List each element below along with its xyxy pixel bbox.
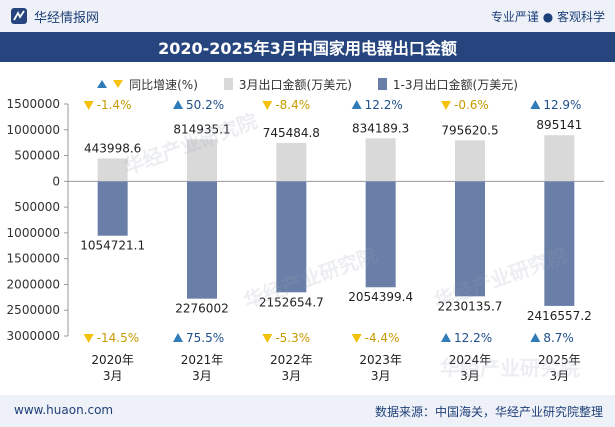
legend-march: 3月出口金额(万美元) — [223, 74, 352, 94]
bar-cumulative — [544, 181, 575, 306]
data-label-cumulative: 2230135.7 — [438, 299, 503, 313]
growth-label-march: 50.2% — [186, 98, 224, 112]
bar-march — [97, 158, 128, 182]
up-arrow-icon — [173, 100, 183, 109]
growth-label-cumulative: -5.3% — [275, 331, 310, 345]
growth-label-cumulative: 12.2% — [454, 331, 492, 345]
x-tick-label: 3月 — [550, 369, 570, 383]
y-tick-label: 1500000 — [7, 252, 60, 266]
x-tick-label: 2021年 — [181, 353, 224, 367]
down-arrow-icon — [351, 334, 362, 343]
x-tick-label: 3月 — [103, 369, 123, 383]
legend-cumulative-label: 1-3月出口金额(万美元) — [392, 77, 518, 92]
down-arrow-icon — [441, 101, 451, 110]
down-arrow-icon — [83, 334, 94, 343]
legend: 同比增速(%) 3月出口金额(万美元) 1-3月出口金额(万美元) — [0, 74, 615, 94]
down-arrow-icon — [262, 334, 273, 343]
growth-label-march: 12.2% — [365, 98, 403, 112]
data-label-cumulative: 1054721.1 — [80, 239, 145, 253]
y-tick-label: 1000000 — [7, 123, 60, 137]
growth-label-march: -1.4% — [97, 98, 132, 112]
brand-logo-icon — [11, 8, 27, 24]
up-arrow-icon — [441, 333, 451, 342]
legend-cumulative: 1-3月出口金额(万美元) — [377, 74, 518, 94]
brand-name: 华经情报网 — [34, 10, 100, 26]
down-arrow-icon — [83, 101, 94, 110]
y-tick-label: 500000 — [14, 200, 60, 214]
bar-march — [276, 142, 307, 182]
top-bar: 华经情报网 专业严谨 ● 客观科学 — [0, 0, 615, 32]
legend-march-swatch — [223, 78, 233, 90]
y-tick-label: 1500000 — [7, 97, 60, 111]
growth-label-march: -8.4% — [275, 98, 310, 112]
bar-cumulative — [97, 181, 128, 236]
bar-chart: 1500000 1000000 500000 0 500000 1000000 150000… — [7, 97, 604, 383]
bar-cumulative — [187, 181, 217, 299]
down-arrow-icon — [262, 101, 273, 110]
growth-label-march: 12.9% — [543, 98, 581, 112]
bar-march — [455, 140, 485, 182]
x-tick-label: 3月 — [371, 369, 391, 383]
down-triangle-icon — [113, 80, 124, 88]
y-tick-label: 2000000 — [7, 277, 60, 291]
x-tick-label: 3月 — [282, 369, 302, 383]
data-label-march: 895141 — [536, 118, 582, 132]
legend-cumulative-swatch — [377, 78, 387, 90]
x-tick-label: 3月 — [460, 369, 480, 383]
bar-cumulative — [365, 181, 396, 288]
bar-cumulative — [455, 181, 485, 297]
x-tick-label: 2023年 — [359, 353, 402, 367]
up-triangle-icon — [97, 80, 108, 88]
tagline: 专业严谨 ● 客观科学 — [490, 10, 605, 24]
legend-growth: 同比增速(%) — [97, 74, 198, 94]
bar-march — [187, 139, 217, 182]
data-label-march: 834189.3 — [352, 121, 409, 135]
growth-label-cumulative: -4.4% — [365, 331, 400, 345]
y-tick-label: 0 — [52, 174, 60, 188]
data-label-march: 745484.8 — [263, 126, 320, 140]
up-arrow-icon — [173, 333, 183, 342]
x-tick-label: 3月 — [192, 369, 212, 383]
up-arrow-icon — [530, 100, 541, 109]
x-tick-label: 2022年 — [270, 353, 313, 367]
bar-march — [365, 138, 396, 182]
up-arrow-icon — [530, 333, 541, 342]
data-label-cumulative: 2416557.2 — [527, 309, 592, 323]
bar-cumulative — [276, 181, 307, 293]
y-tick-label: 1000000 — [7, 226, 60, 240]
x-tick-label: 2020年 — [91, 353, 134, 367]
x-tick-label: 2024年 — [449, 353, 492, 367]
growth-label-cumulative: 8.7% — [543, 331, 574, 345]
bar-march — [544, 135, 575, 182]
footer-source: 数据来源：中国海关，华经产业研究院整理 — [374, 405, 603, 419]
data-label-march: 814935.1 — [173, 122, 230, 136]
x-tick-label: 2025年 — [538, 353, 581, 367]
growth-label-cumulative: 75.5% — [186, 331, 224, 345]
legend-growth-label: 同比增速(%) — [129, 77, 198, 92]
y-tick-label: 500000 — [14, 149, 60, 163]
legend-march-label: 3月出口金额(万美元) — [238, 77, 352, 92]
data-label-cumulative: 2152654.7 — [259, 295, 324, 309]
data-label-march: 795620.5 — [441, 123, 498, 137]
y-tick-label: 2500000 — [7, 303, 60, 317]
chart-title: 2020-2025年3月中国家用电器出口金额 — [0, 32, 615, 62]
footer: www.huaon.com 数据来源：中国海关，华经产业研究院整理 — [0, 395, 615, 427]
data-label-cumulative: 2054399.4 — [348, 290, 413, 304]
data-label-march: 443998.6 — [84, 141, 141, 155]
footer-url: www.huaon.com — [14, 403, 114, 417]
up-arrow-icon — [351, 100, 362, 109]
growth-label-cumulative: -14.5% — [97, 331, 139, 345]
brand: 华经情报网 — [10, 6, 99, 26]
growth-label-march: -0.6% — [454, 98, 489, 112]
y-tick-label: 3000000 — [7, 329, 60, 343]
data-label-cumulative: 2276002 — [175, 302, 228, 316]
